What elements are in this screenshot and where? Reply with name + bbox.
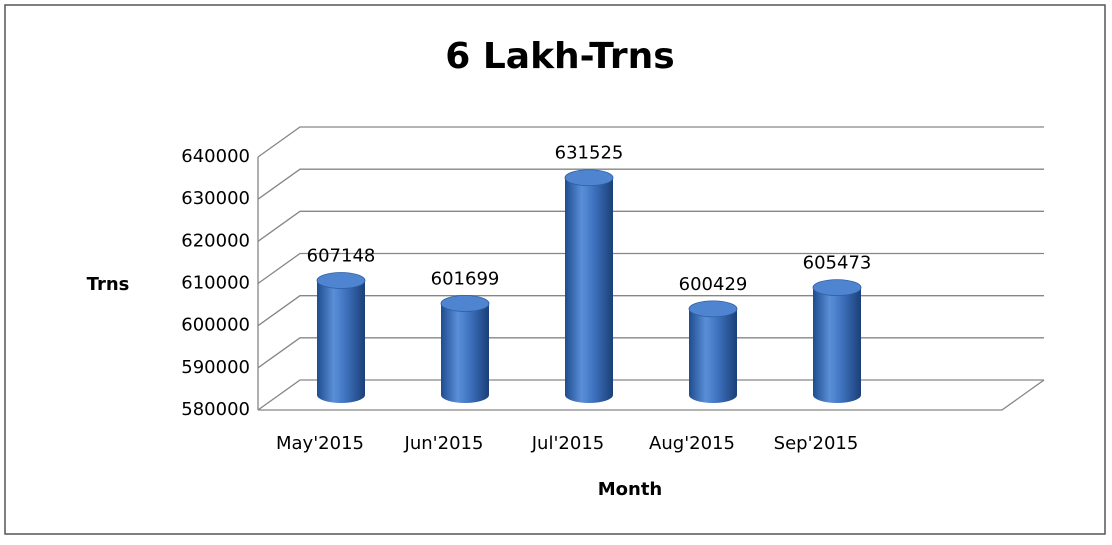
y-tick-label: 610000 xyxy=(181,273,250,294)
y-tick-label: 640000 xyxy=(181,146,250,167)
x-tick-label: Jun'2015 xyxy=(404,433,484,454)
bar xyxy=(317,280,365,403)
bar-top xyxy=(316,272,366,289)
value-label: 600429 xyxy=(679,274,748,295)
y-axis-title: Trns xyxy=(87,274,130,295)
grid-line xyxy=(257,379,1044,411)
x-tick-label: Jul'2015 xyxy=(531,433,604,454)
grid-line xyxy=(257,168,1044,200)
grid-line xyxy=(257,210,1044,242)
value-label: 605473 xyxy=(803,253,872,274)
y-tick-label: 600000 xyxy=(181,315,250,336)
value-label: 607148 xyxy=(307,246,376,267)
y-tick-label: 580000 xyxy=(181,399,250,420)
grid-line xyxy=(257,126,1044,158)
chart-frame xyxy=(4,4,1106,535)
bar-top xyxy=(440,295,490,312)
y-tick-label: 630000 xyxy=(181,188,250,209)
x-tick-label: May'2015 xyxy=(276,433,364,454)
x-axis-title: Month xyxy=(598,479,663,500)
value-label: 601699 xyxy=(431,269,500,290)
x-tick-label: Sep'2015 xyxy=(774,433,859,454)
bar xyxy=(689,308,737,403)
bar-top xyxy=(688,300,738,318)
value-label: 631525 xyxy=(555,143,624,164)
grid-line xyxy=(257,252,1044,285)
floor xyxy=(258,379,1045,411)
grid-line xyxy=(257,337,1044,369)
bar-top xyxy=(564,169,614,187)
chart-title: 6 Lakh-Trns xyxy=(445,36,674,77)
bar xyxy=(813,287,861,403)
bar-top xyxy=(812,279,862,296)
y-tick-label: 620000 xyxy=(181,230,250,251)
x-tick-label: Aug'2015 xyxy=(649,433,735,454)
bar xyxy=(441,303,489,403)
y-tick-label: 590000 xyxy=(181,357,250,378)
grid-line xyxy=(257,295,1044,327)
bar xyxy=(565,177,613,403)
